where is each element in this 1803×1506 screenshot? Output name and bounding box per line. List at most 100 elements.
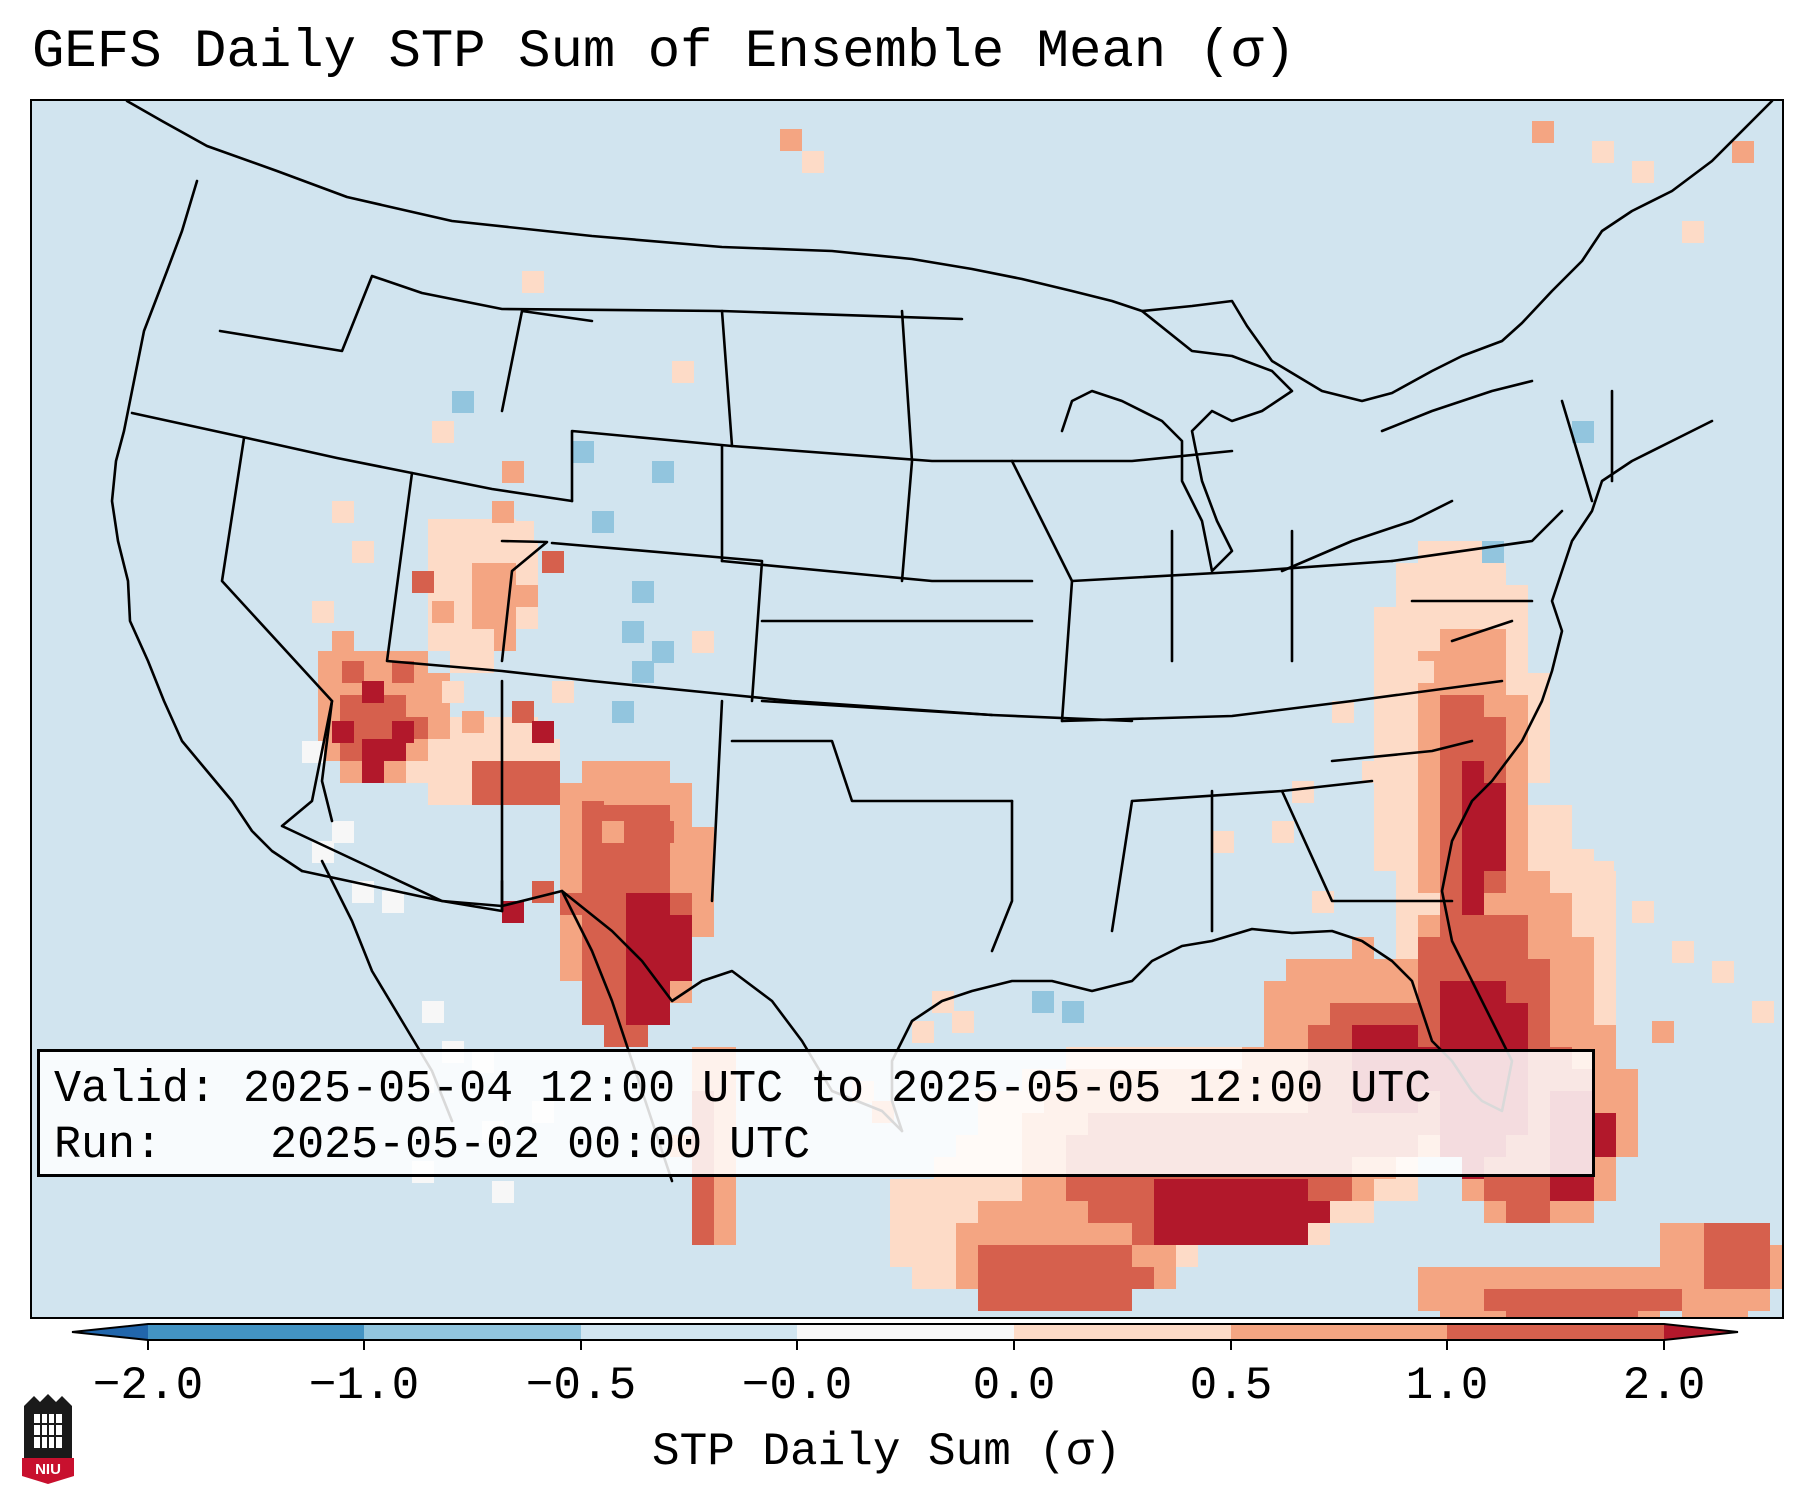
stp-cell	[1176, 1201, 1198, 1223]
stp-cell	[582, 893, 604, 915]
stp-cell	[1462, 541, 1484, 563]
stp-cell	[1286, 1025, 1308, 1047]
stp-cell	[1462, 959, 1484, 981]
stp-cell	[1484, 827, 1506, 849]
stp-cell	[1462, 849, 1484, 871]
stp-cell	[1704, 1311, 1726, 1317]
stp-cell	[1572, 421, 1594, 443]
state-line	[1280, 789, 1454, 903]
stp-cell	[1572, 1003, 1594, 1025]
stp-cell	[1330, 1179, 1352, 1201]
stp-cell	[406, 761, 428, 783]
stp-cell	[1022, 1223, 1044, 1245]
stp-cell	[1066, 1223, 1088, 1245]
stp-cell	[1066, 1245, 1088, 1267]
stp-cell	[1462, 783, 1484, 805]
stp-cell	[472, 761, 494, 783]
stp-cell	[492, 501, 514, 523]
stp-cell	[428, 541, 450, 563]
stp-cell	[1616, 1069, 1638, 1091]
stp-cell	[1484, 805, 1506, 827]
stp-cell	[332, 821, 354, 843]
stp-cell	[362, 651, 384, 673]
state-line	[730, 444, 1234, 463]
stp-cell	[1396, 937, 1418, 959]
colorbar-tick-label: −2.0	[92, 1360, 204, 1412]
stp-cell	[1088, 1201, 1110, 1223]
stp-cell	[1396, 563, 1418, 585]
canada-border	[125, 101, 1774, 403]
stp-cell	[890, 1245, 912, 1267]
stp-cell	[1286, 1201, 1308, 1223]
stp-cell	[592, 511, 614, 533]
stp-cell	[626, 871, 648, 893]
stp-cell	[1412, 661, 1434, 683]
stp-cell	[1484, 915, 1506, 937]
stp-cell	[1088, 1289, 1110, 1311]
stp-cell	[1748, 1289, 1770, 1311]
stp-cell	[1550, 805, 1572, 827]
stp-cell	[332, 501, 354, 523]
stp-cell	[1616, 1135, 1638, 1157]
stp-cell	[1396, 915, 1418, 937]
stp-cell	[604, 915, 626, 937]
state-line	[220, 436, 334, 823]
stp-cell	[1484, 1179, 1506, 1201]
stp-cell	[1484, 981, 1506, 1003]
stp-cell	[392, 721, 414, 743]
stp-cell	[472, 541, 494, 563]
state-boundaries	[110, 101, 1774, 1183]
stp-cell	[604, 893, 626, 915]
stp-cell	[1550, 937, 1572, 959]
stp-cell	[1748, 1267, 1770, 1289]
stp-cell	[1484, 629, 1506, 651]
stp-cell	[1088, 1267, 1110, 1289]
state-line	[218, 274, 964, 353]
stp-cell	[648, 959, 670, 981]
stp-cell	[516, 761, 538, 783]
stp-cell	[1396, 871, 1418, 893]
stp-cell	[912, 1245, 934, 1267]
stp-cell	[1418, 607, 1440, 629]
stp-cell	[1528, 893, 1550, 915]
state-line	[550, 541, 764, 703]
stp-cell	[1484, 1311, 1506, 1317]
stp-cell	[1550, 1267, 1572, 1289]
stp-cell	[1506, 871, 1528, 893]
stp-cell	[1462, 1311, 1484, 1317]
stp-cell	[1352, 981, 1374, 1003]
stp-cell	[1396, 827, 1418, 849]
stp-cell	[1506, 805, 1528, 827]
stp-cell	[1332, 701, 1354, 723]
stp-cell	[560, 805, 582, 827]
stp-cell	[1506, 1179, 1528, 1201]
stp-cell	[342, 661, 364, 683]
stp-cell	[1472, 581, 1494, 603]
stp-cell	[1528, 1003, 1550, 1025]
stp-cell	[1594, 1091, 1616, 1113]
stp-cell	[1660, 1289, 1682, 1311]
stp-cell	[1484, 1289, 1506, 1311]
stp-cell	[672, 361, 694, 383]
stp-cell	[604, 959, 626, 981]
stp-cell	[1592, 141, 1614, 163]
stp-cell	[1594, 1113, 1616, 1135]
stp-cell	[392, 661, 414, 683]
stp-cell	[1550, 893, 1572, 915]
stp-cell	[934, 1267, 956, 1289]
stp-cell	[1506, 629, 1528, 651]
stp-cell	[1528, 1289, 1550, 1311]
stp-cell	[582, 761, 604, 783]
stp-cell	[1506, 893, 1528, 915]
stp-cell	[406, 695, 428, 717]
stp-cell	[1418, 805, 1440, 827]
stp-cell	[1330, 981, 1352, 1003]
stp-cell	[1550, 871, 1572, 893]
stp-cell	[1550, 1201, 1572, 1223]
stp-cell	[934, 1179, 956, 1201]
stp-cell	[1572, 871, 1594, 893]
colorbar-segment	[1014, 1324, 1231, 1340]
stp-cell	[670, 849, 692, 871]
stp-cell	[956, 1223, 978, 1245]
stp-cell	[1330, 1025, 1352, 1047]
